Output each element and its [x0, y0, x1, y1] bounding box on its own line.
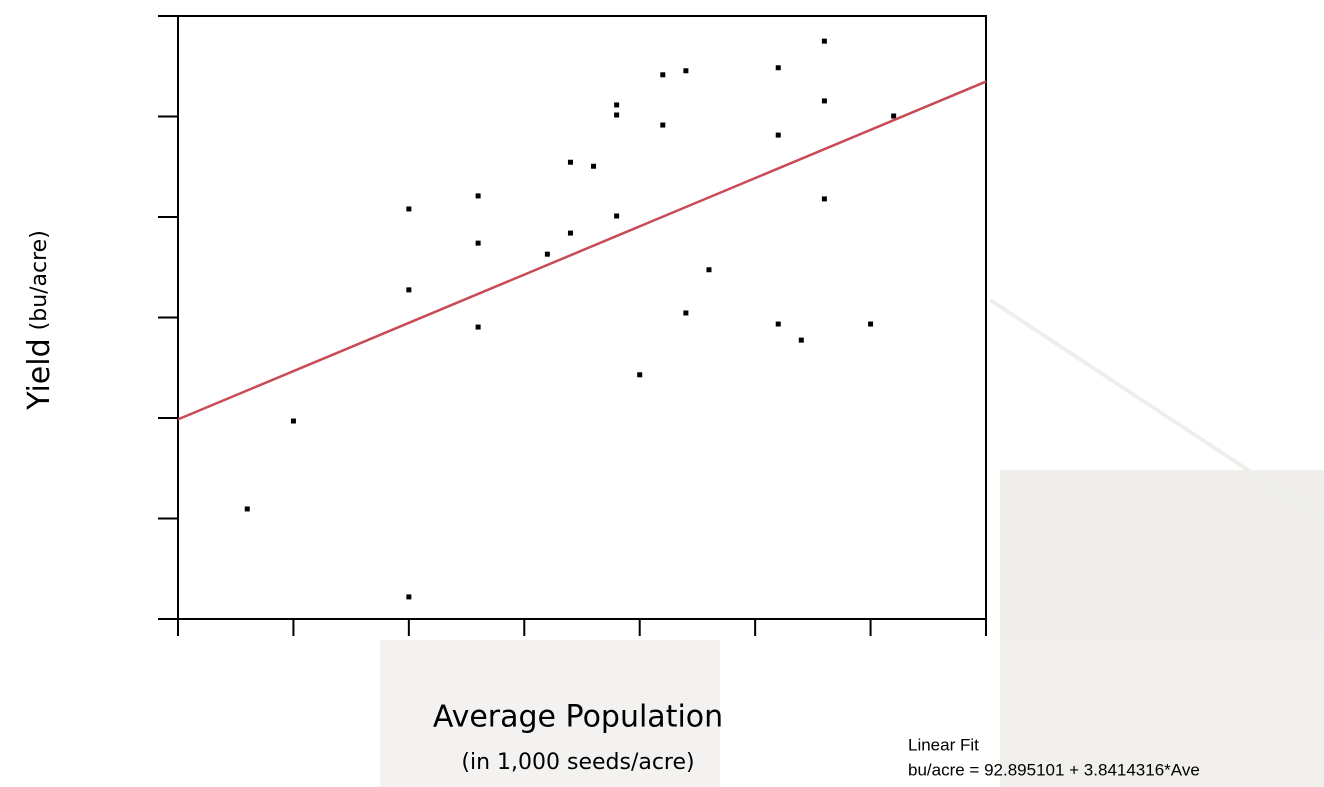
data-point [706, 267, 712, 273]
x-axis-unit: (in 1,000 seeds/acre) [461, 750, 694, 775]
data-point [821, 38, 827, 44]
data-point [290, 418, 296, 424]
data-point [614, 213, 620, 219]
y-axis-title: Yield [22, 338, 57, 410]
data-point [683, 68, 689, 74]
y-axis-unit: (bu/acre) [27, 230, 52, 330]
data-point [775, 132, 781, 138]
data-point [591, 163, 597, 169]
data-point [475, 193, 481, 199]
data-point [660, 72, 666, 78]
data-point [891, 113, 897, 119]
data-point [660, 122, 666, 128]
data-point [614, 102, 620, 108]
data-point [475, 324, 481, 330]
data-point [406, 206, 412, 212]
data-point [775, 321, 781, 327]
fit-label: Linear Fit [908, 735, 979, 754]
fit-line [177, 80, 987, 421]
data-point [544, 251, 550, 257]
background-decoration [380, 298, 1324, 787]
y-axis-label: Yield (bu/acre) [22, 230, 57, 411]
data-point [683, 310, 689, 316]
plot-frame [177, 15, 987, 620]
data-point [821, 196, 827, 202]
data-point [567, 230, 573, 236]
data-point [614, 112, 620, 118]
x-axis-title: Average Population [433, 700, 723, 735]
data-point [475, 240, 481, 246]
data-point [821, 98, 827, 104]
data-point [406, 287, 412, 293]
data-point [637, 372, 643, 378]
data-point [406, 594, 412, 600]
data-point [868, 321, 874, 327]
data-point [567, 159, 573, 165]
data-point [798, 337, 804, 343]
data-point [244, 506, 250, 512]
data-point [775, 65, 781, 71]
fit-equation: bu/acre = 92.895101 + 3.8414316*Ave [908, 760, 1200, 779]
